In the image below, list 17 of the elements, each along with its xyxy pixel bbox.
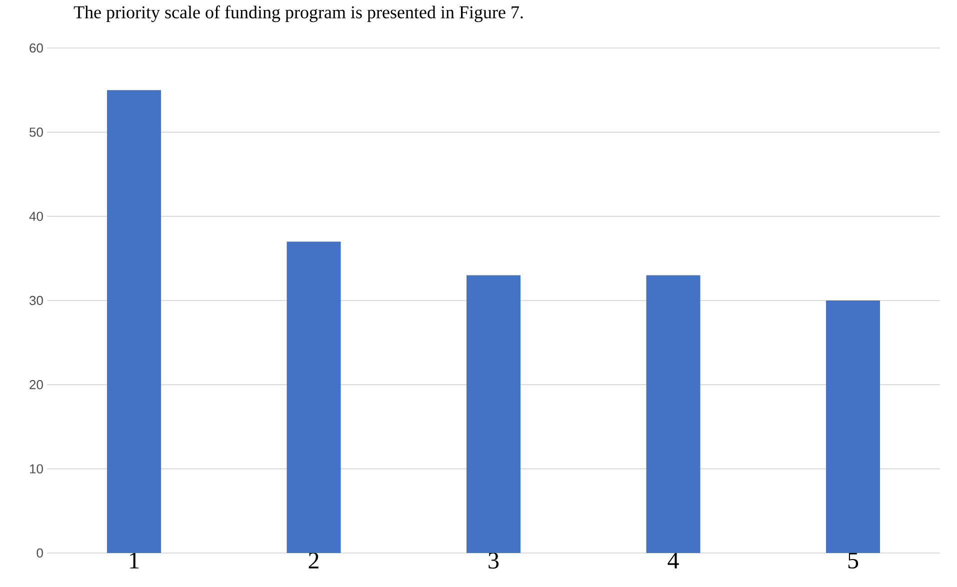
x-tick-label: 3 [488, 552, 499, 569]
y-tick-label: 50 [30, 128, 43, 137]
bar [286, 242, 341, 553]
bar [107, 90, 162, 553]
bar [646, 275, 700, 553]
x-tick-label: 2 [308, 552, 318, 568]
y-tick-label: 0 [36, 548, 43, 558]
bar [466, 275, 521, 553]
x-tick-label: 1 [130, 552, 139, 568]
y-tick-label: 10 [30, 464, 43, 474]
bar [826, 300, 880, 553]
y-tick-label: 60 [30, 43, 43, 53]
y-tick-label: 40 [29, 212, 43, 221]
y-tick-label: 20 [30, 380, 43, 390]
y-tick-label: 30 [30, 296, 43, 306]
chart-title: The priority scale of funding program is presented in Figure 7. [74, 6, 523, 22]
x-tick-label: 4 [668, 552, 679, 568]
